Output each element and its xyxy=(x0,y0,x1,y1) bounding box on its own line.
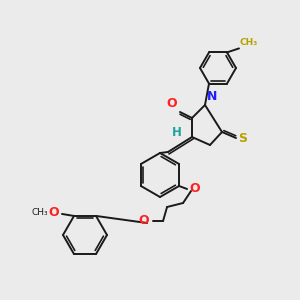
Text: CH₃: CH₃ xyxy=(240,38,258,47)
Text: CH₃: CH₃ xyxy=(32,208,48,217)
Text: S: S xyxy=(238,131,247,145)
Text: H: H xyxy=(172,127,182,140)
Text: O: O xyxy=(138,214,149,227)
Text: N: N xyxy=(207,90,217,103)
Text: O: O xyxy=(189,182,200,196)
Text: O: O xyxy=(167,97,177,110)
Text: O: O xyxy=(48,206,59,219)
